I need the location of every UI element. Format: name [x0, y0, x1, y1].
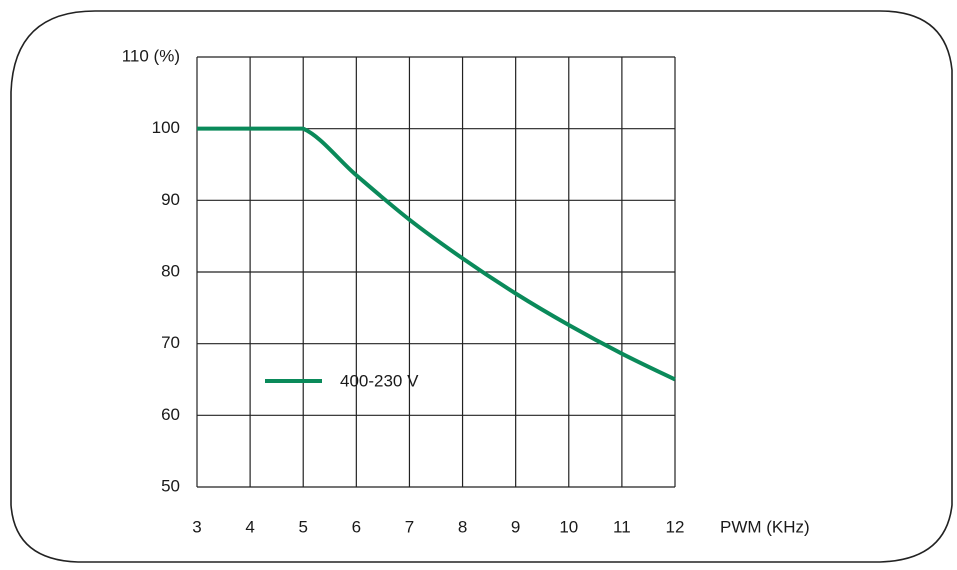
series-line-400-230v	[197, 126, 676, 382]
y-tick-label: 100	[152, 118, 180, 137]
y-tick-label: 70	[161, 333, 180, 352]
y-tick-label: 50	[161, 476, 180, 495]
x-tick-label: 7	[405, 517, 414, 536]
tick-labels: 3 4 5 6 7 8 9 10 11 12 110 (%) 100 90 80 70 60 50	[122, 46, 685, 536]
x-tick-label: 4	[245, 517, 254, 536]
x-tick-label: 3	[192, 517, 201, 536]
x-tick-label: 5	[298, 517, 307, 536]
x-tick-label: 10	[559, 517, 578, 536]
x-tick-label: 12	[666, 517, 685, 536]
y-tick-label: 90	[161, 190, 180, 209]
x-tick-label: 6	[352, 517, 361, 536]
y-tick-label: 60	[161, 405, 180, 424]
series-layer	[197, 126, 676, 382]
x-tick-label: 9	[511, 517, 520, 536]
x-tick-label: 8	[458, 517, 467, 536]
chart-frame	[10, 10, 953, 563]
y-tick-label: 110 (%)	[122, 46, 180, 65]
legend: 400-230 V	[265, 371, 419, 390]
legend-label: 400-230 V	[340, 371, 419, 390]
x-tick-label: 11	[613, 517, 631, 536]
y-tick-label: 80	[161, 261, 180, 280]
x-axis-label: PWM (KHz)	[720, 517, 810, 536]
